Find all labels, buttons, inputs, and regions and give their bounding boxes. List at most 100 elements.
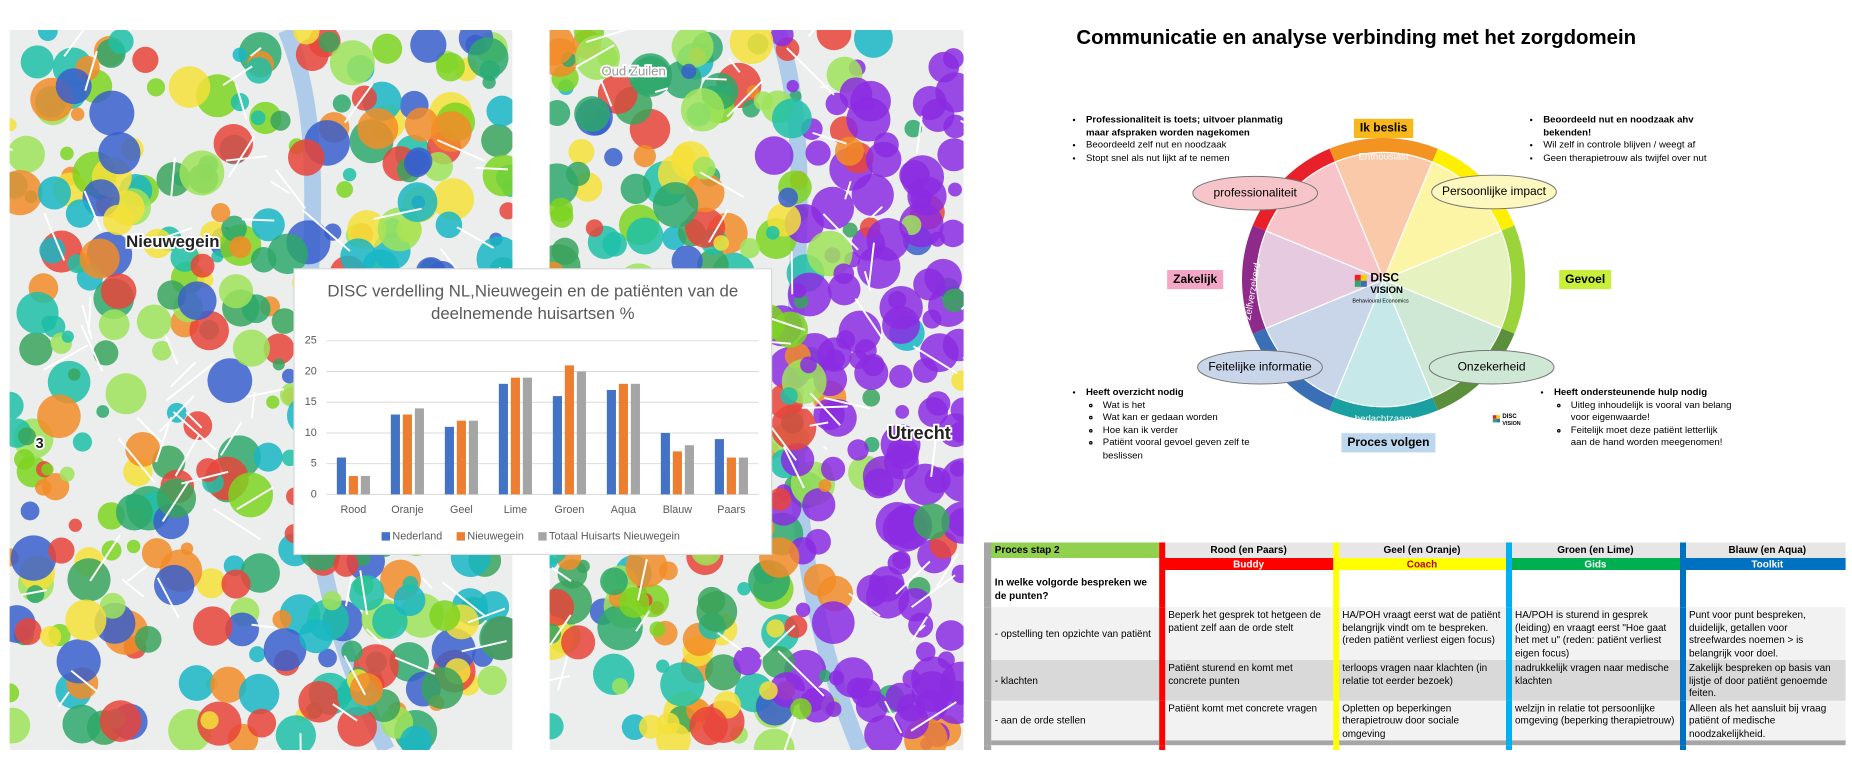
y-tick-label: 10 bbox=[305, 427, 317, 439]
chart-title: DISC verdelling NL,Nieuwegein en de pati… bbox=[327, 280, 739, 323]
bullet-sub-item: Wat is het bbox=[1103, 399, 1282, 412]
wheel-ring bbox=[1432, 328, 1515, 411]
bar bbox=[726, 457, 736, 495]
road bbox=[302, 209, 351, 252]
map-area bbox=[692, 156, 716, 180]
map-area bbox=[399, 725, 432, 751]
map-area bbox=[275, 715, 316, 751]
map-area bbox=[126, 539, 141, 554]
map-area bbox=[35, 479, 52, 496]
road bbox=[225, 155, 268, 162]
map-area bbox=[913, 503, 950, 540]
wheel-sector bbox=[1382, 230, 1512, 330]
x-tick-label: Oranje bbox=[391, 504, 423, 516]
road bbox=[770, 427, 797, 461]
map-area bbox=[803, 563, 837, 597]
map-area bbox=[889, 364, 913, 389]
table-cell: Zakelijk bespreken op basis van lijstje … bbox=[1679, 660, 1846, 701]
map-area bbox=[935, 620, 964, 651]
table-row: Hoe bespreken we de punten? bbox=[984, 740, 1846, 750]
diagram-title: Communicatie en analyse verbinding met h… bbox=[1076, 27, 1636, 49]
map-area bbox=[771, 311, 808, 348]
road bbox=[227, 135, 256, 178]
table-row: In welke volgorde bespreken we de punten… bbox=[984, 570, 1846, 608]
road bbox=[63, 30, 85, 57]
wheel-ring bbox=[1242, 225, 1267, 334]
x-tick-label: Blauw bbox=[663, 504, 693, 516]
row-label: - aan de orde stellen bbox=[984, 700, 1162, 743]
map-area bbox=[210, 666, 247, 703]
map-area bbox=[232, 329, 271, 367]
map-area bbox=[818, 479, 832, 493]
logo-sub: VISION bbox=[1502, 421, 1520, 427]
map-area bbox=[211, 250, 224, 263]
sub-list: Uitleg inhoudelijk is vooral van belang … bbox=[1554, 399, 1732, 449]
logo-block bbox=[1496, 418, 1500, 423]
role-cell bbox=[984, 557, 1162, 570]
legend-label: Totaal Huisarts Nieuwegein bbox=[549, 530, 680, 542]
map-label: Utrecht bbox=[888, 423, 951, 443]
road bbox=[790, 251, 794, 295]
map-area bbox=[939, 219, 964, 248]
map-area bbox=[879, 285, 923, 330]
x-tick-label: Rood bbox=[340, 504, 366, 516]
bullet-sub-item: Uitleg inhoudelijk is vooral van belang … bbox=[1571, 399, 1732, 424]
map-area bbox=[620, 173, 651, 205]
y-tick-label: 25 bbox=[305, 335, 317, 347]
empty-cell bbox=[1679, 570, 1846, 608]
map-area bbox=[39, 237, 66, 264]
road bbox=[467, 607, 506, 624]
map-area bbox=[93, 340, 119, 366]
axis-box bbox=[1559, 270, 1612, 290]
map-area bbox=[811, 601, 855, 645]
map-area bbox=[948, 182, 962, 197]
bullet-sub-item: Feitelijk moet deze patiënt letterlijk a… bbox=[1571, 424, 1732, 449]
map-area bbox=[372, 33, 403, 64]
logo-block bbox=[1492, 418, 1497, 423]
map-label: 3 bbox=[36, 436, 44, 452]
map-area bbox=[913, 358, 938, 383]
map-area bbox=[828, 272, 861, 306]
map-area bbox=[100, 273, 137, 309]
x-tick-label: Aqua bbox=[611, 504, 636, 516]
map-area bbox=[887, 551, 911, 575]
map-area bbox=[249, 646, 266, 663]
map-area bbox=[62, 704, 102, 744]
map-area bbox=[479, 615, 513, 661]
bar bbox=[564, 365, 574, 495]
road bbox=[212, 508, 262, 541]
ring-text: Enthousiast bbox=[1359, 152, 1409, 163]
road bbox=[962, 356, 964, 359]
road bbox=[915, 115, 923, 155]
map-area bbox=[65, 599, 107, 641]
map-area bbox=[281, 368, 297, 384]
road bbox=[89, 534, 121, 582]
road bbox=[823, 396, 871, 410]
map-area bbox=[196, 568, 227, 599]
bullet-sub-item: Patiënt vooral gevoel geven zelf te besl… bbox=[1103, 437, 1282, 462]
bullet-wrap: Wat is hetWat kan er gedaan wordenHoe ka… bbox=[1086, 399, 1282, 462]
map-area bbox=[357, 108, 399, 150]
map-area bbox=[737, 582, 751, 596]
map-area bbox=[136, 304, 172, 340]
road bbox=[708, 209, 729, 243]
road bbox=[70, 669, 98, 693]
map-area bbox=[270, 110, 291, 131]
road bbox=[822, 213, 859, 251]
map-area bbox=[685, 207, 726, 248]
y-tick-label: 5 bbox=[311, 458, 317, 470]
table: Proces stap 2 Rood (en Paars) Geel (en Ora… bbox=[984, 542, 1846, 750]
wheel-ring bbox=[1252, 148, 1335, 231]
road bbox=[43, 212, 66, 261]
road bbox=[80, 324, 104, 372]
y-tick-label: 0 bbox=[311, 488, 317, 500]
map-area bbox=[14, 449, 35, 470]
axis-box bbox=[1341, 433, 1436, 453]
map-area bbox=[865, 141, 902, 178]
map-area bbox=[389, 642, 429, 682]
road bbox=[394, 656, 436, 675]
bullet-list: Professionaliteit is toets; uitvoer plan… bbox=[1072, 114, 1288, 164]
logo-block bbox=[1360, 274, 1367, 281]
